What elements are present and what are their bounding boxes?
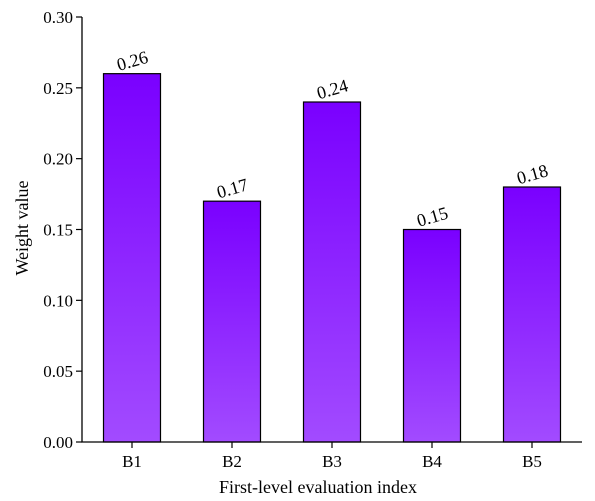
data-label: 0.26 [114,47,150,75]
bar [502,186,562,443]
x-tick-label: B2 [222,452,242,471]
data-label: 0.18 [514,160,550,188]
x-tick-label: B1 [122,452,142,471]
plot-area: 0.26 B1 0.17 B2 0.24 B3 0.15 B4 0.18 B5 0.00 0.05 0.… [43,8,582,471]
y-tick-label: 0.15 [43,221,73,240]
data-label: 0.17 [214,174,250,202]
y-tick-label: 0.30 [43,8,73,27]
bar [202,200,262,443]
data-label: 0.15 [414,203,450,231]
axes-frame [81,17,582,443]
bar [302,101,362,443]
y-tick-label: 0.05 [43,362,73,381]
y-tick-label: 0.25 [43,79,73,98]
y-tick-label: 0.20 [43,150,73,169]
bar [402,228,462,443]
bar [102,73,162,443]
x-tick-label: B4 [422,452,442,471]
x-axis-title: First-level evaluation index [219,477,417,497]
y-tick-label: 0.00 [43,433,73,452]
y-tick-label: 0.10 [43,291,73,310]
y-axis-title: Weight value [12,180,32,275]
data-label: 0.24 [314,75,350,103]
x-tick-label: B5 [522,452,542,471]
x-tick-label: B3 [322,452,342,471]
